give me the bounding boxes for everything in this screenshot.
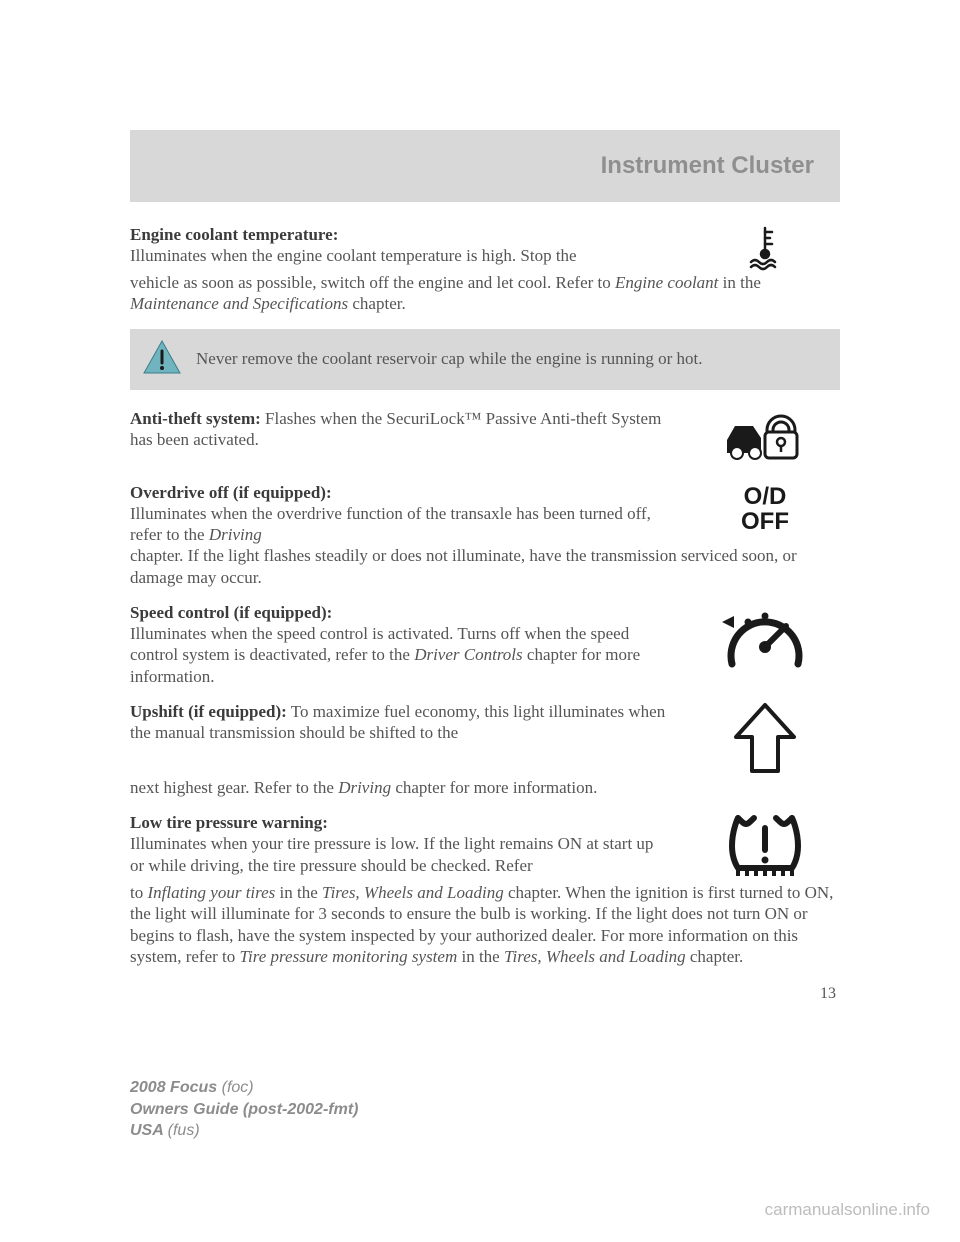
section-overdrive: Overdrive off (if equipped): Illuminates… (130, 482, 840, 588)
coolant-body4: chapter. (352, 294, 405, 313)
upshift-title: Upshift (if equipped): (130, 702, 287, 721)
footer-guide: Owners Guide (post-2002-fmt) (130, 1099, 358, 1121)
footer-model: 2008 Focus (130, 1079, 222, 1096)
tire-title: Low tire pressure warning: (130, 813, 328, 832)
page-number: 13 (130, 985, 840, 1003)
tire-text-top: Low tire pressure warning: Illuminates w… (130, 812, 670, 882)
upshift-body-full: next highest gear. Refer to the Driving … (130, 777, 840, 798)
tire-body2: to (130, 883, 147, 902)
tire-body6: chapter. (686, 947, 744, 966)
coolant-body3: in the (723, 273, 761, 292)
upshift-arrow-icon (690, 701, 840, 777)
tire-body5: in the (457, 947, 504, 966)
antitheft-icon (690, 408, 840, 468)
tire-body1: Illuminates when your tire pressure is l… (130, 834, 653, 874)
section-upshift: Upshift (if equipped): To maximize fuel … (130, 701, 840, 798)
coolant-text: Engine coolant temperature: Illuminates … (130, 224, 670, 272)
upshift-text-top: Upshift (if equipped): To maximize fuel … (130, 701, 670, 777)
coolant-italic1: Engine coolant (615, 273, 718, 292)
tire-italic2: Tires, Wheels and Loading (322, 883, 504, 902)
antitheft-text: Anti-theft system: Flashes when the Secu… (130, 408, 670, 468)
overdrive-text-top: Overdrive off (if equipped): Illuminates… (130, 482, 670, 546)
speedometer-icon (690, 602, 840, 687)
overdrive-body2: chapter. If the light flashes steadily o… (130, 545, 840, 588)
tire-body-full: to Inflating your tires in the Tires, Wh… (130, 882, 840, 967)
od-line1: O/D (690, 484, 840, 509)
overdrive-italic1: Driving (209, 525, 262, 544)
chapter-title: Instrument Cluster (601, 152, 814, 180)
section-antitheft: Anti-theft system: Flashes when the Secu… (130, 408, 840, 468)
section-tire: Low tire pressure warning: Illuminates w… (130, 812, 840, 967)
warning-text: Never remove the coolant reservoir cap w… (196, 348, 703, 369)
upshift-body2: next highest gear. Refer to the (130, 778, 338, 797)
upshift-italic1: Driving (338, 778, 391, 797)
tpms-icon (690, 812, 840, 882)
coolant-body-full: vehicle as soon as possible, switch off … (130, 272, 840, 315)
footer-foc: (foc) (222, 1079, 254, 1096)
tire-italic4: Tires, Wheels and Loading (504, 947, 686, 966)
section-speed: Speed control (if equipped): Illuminates… (130, 602, 840, 687)
tire-italic1: Inflating your tires (147, 883, 275, 902)
upshift-body3: chapter for more information. (391, 778, 597, 797)
warning-triangle-icon (142, 339, 182, 380)
tire-italic3: Tire pressure monitoring system (240, 947, 458, 966)
coolant-title: Engine coolant temperature: (130, 225, 338, 244)
coolant-body1: Illuminates when the engine coolant temp… (130, 246, 577, 265)
coolant-italic2: Maintenance and Specifications (130, 294, 348, 313)
page-container: Instrument Cluster Engine coolant temper… (0, 0, 960, 1003)
footer-fus: (fus) (168, 1122, 200, 1139)
coolant-body2: vehicle as soon as possible, switch off … (130, 273, 615, 292)
od-line2: OFF (690, 509, 840, 534)
footer-usa: USA (130, 1122, 168, 1139)
warning-box: Never remove the coolant reservoir cap w… (130, 329, 840, 390)
overdrive-off-icon: O/D OFF (690, 482, 840, 546)
antitheft-title: Anti-theft system: (130, 409, 261, 428)
watermark: carmanualsonline.info (765, 1200, 930, 1220)
footer: 2008 Focus (foc) Owners Guide (post-2002… (130, 1077, 358, 1142)
section-coolant: Engine coolant temperature: Illuminates … (130, 224, 840, 315)
tire-body3: in the (275, 883, 322, 902)
speed-text: Speed control (if equipped): Illuminates… (130, 602, 670, 687)
coolant-temp-icon (690, 224, 840, 272)
overdrive-title: Overdrive off (if equipped): (130, 483, 332, 502)
header-bar: Instrument Cluster (130, 130, 840, 202)
speed-title: Speed control (if equipped): (130, 603, 332, 622)
speed-italic1: Driver Controls (414, 645, 522, 664)
